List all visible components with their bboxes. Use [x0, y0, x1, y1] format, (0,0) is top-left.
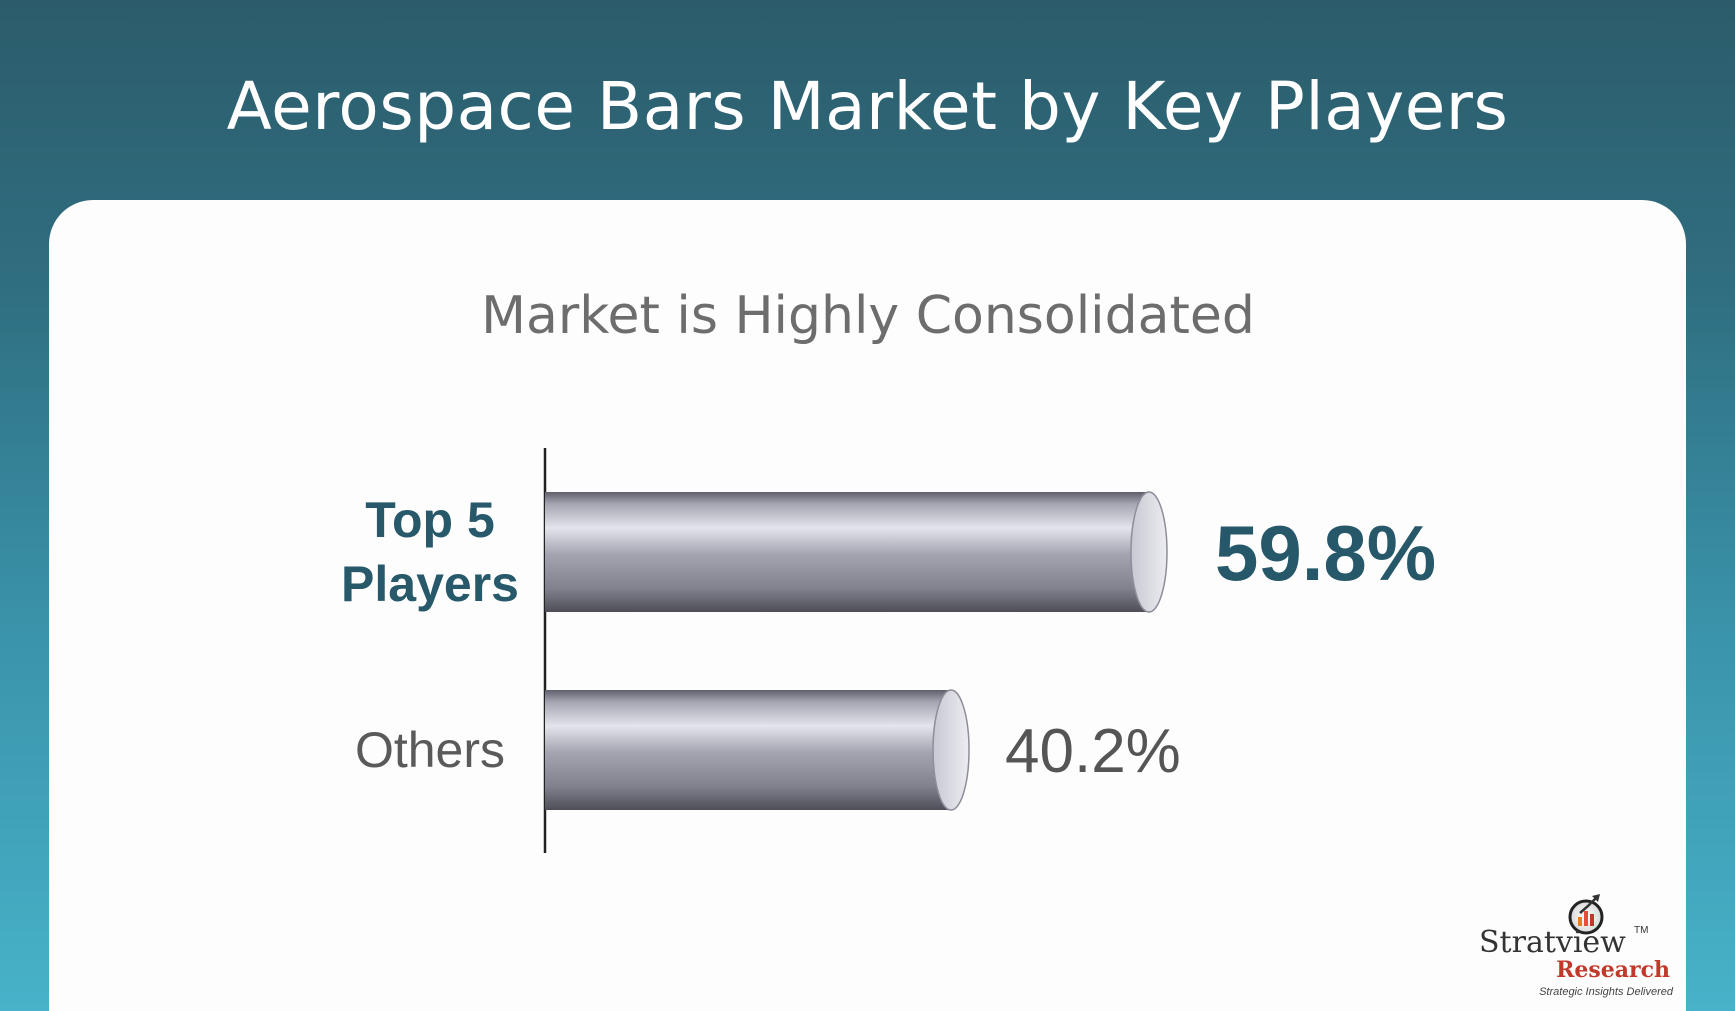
category-label-top: Top 5 Players	[341, 492, 519, 612]
bar-cap-top	[1130, 491, 1168, 613]
bar-body-other	[545, 690, 952, 810]
category-label-other: Others	[355, 722, 505, 778]
bar-cap-other	[932, 689, 970, 811]
bars-group: Top 5 Players 59.8% Others 40.2%	[341, 491, 1436, 811]
brand-name: Stratview	[1479, 925, 1626, 960]
page-title: Aerospace Bars Market by Key Players	[226, 68, 1509, 145]
brand-sub: Research	[1556, 957, 1670, 983]
chart-title: Market is Highly Consolidated	[481, 286, 1255, 346]
value-label-other: 40.2%	[1005, 717, 1181, 786]
stratview-logo: Stratview TM Research Strategic Insights…	[1479, 894, 1674, 998]
bar-other	[545, 689, 970, 811]
value-label-top: 59.8%	[1215, 509, 1436, 597]
brand-trademark: TM	[1634, 925, 1648, 936]
magnifier-chart-icon	[1568, 894, 1604, 935]
bar-body-top	[545, 492, 1149, 612]
brand-tagline: Strategic Insights Delivered	[1539, 986, 1674, 998]
bar-top	[545, 491, 1168, 613]
